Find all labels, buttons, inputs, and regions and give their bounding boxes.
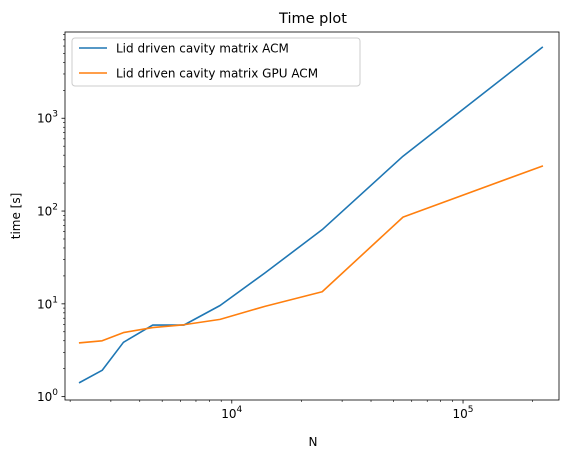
x-tick-label: 104 bbox=[221, 405, 242, 421]
y-tick-label-base: 10 bbox=[37, 390, 52, 404]
series-lines bbox=[78, 46, 544, 384]
y-tick-label-exponent: 1 bbox=[52, 295, 58, 305]
x-axis-label: N bbox=[309, 435, 318, 449]
x-tick-label: 105 bbox=[453, 405, 474, 421]
y-tick-label-base: 10 bbox=[37, 205, 52, 219]
x-tick-label-base: 10 bbox=[221, 407, 236, 421]
series-line-1 bbox=[78, 165, 544, 344]
x-axis-ticks: 104 105 bbox=[69, 400, 533, 421]
y-tick-label-exponent: 2 bbox=[52, 203, 58, 213]
y-tick-label-exponent: 0 bbox=[52, 388, 58, 398]
x-tick-label-exponent: 4 bbox=[237, 405, 243, 415]
y-tick-label-base: 10 bbox=[37, 112, 52, 126]
y-tick-label: 102 bbox=[37, 203, 58, 219]
legend: Lid driven cavity matrix ACM Lid driven … bbox=[71, 37, 361, 87]
y-tick-label: 100 bbox=[37, 388, 58, 404]
plot-frame bbox=[64, 31, 560, 401]
y-tick-label-exponent: 3 bbox=[52, 110, 58, 120]
y-tick-label: 101 bbox=[37, 295, 58, 311]
plot-area bbox=[64, 31, 560, 401]
x-tick-label-base: 10 bbox=[453, 407, 468, 421]
series-line-0 bbox=[78, 46, 544, 384]
x-tick-label-exponent: 5 bbox=[468, 405, 474, 415]
legend-label-gpu-acm: Lid driven cavity matrix GPU ACM bbox=[116, 67, 318, 81]
legend-frame bbox=[71, 37, 361, 87]
y-tick-label: 103 bbox=[37, 110, 58, 126]
y-axis-label: time [s] bbox=[9, 193, 23, 240]
legend-label-acm: Lid driven cavity matrix ACM bbox=[116, 42, 289, 56]
chart-title: Time plot bbox=[278, 11, 347, 27]
y-tick-label-base: 10 bbox=[37, 297, 52, 311]
